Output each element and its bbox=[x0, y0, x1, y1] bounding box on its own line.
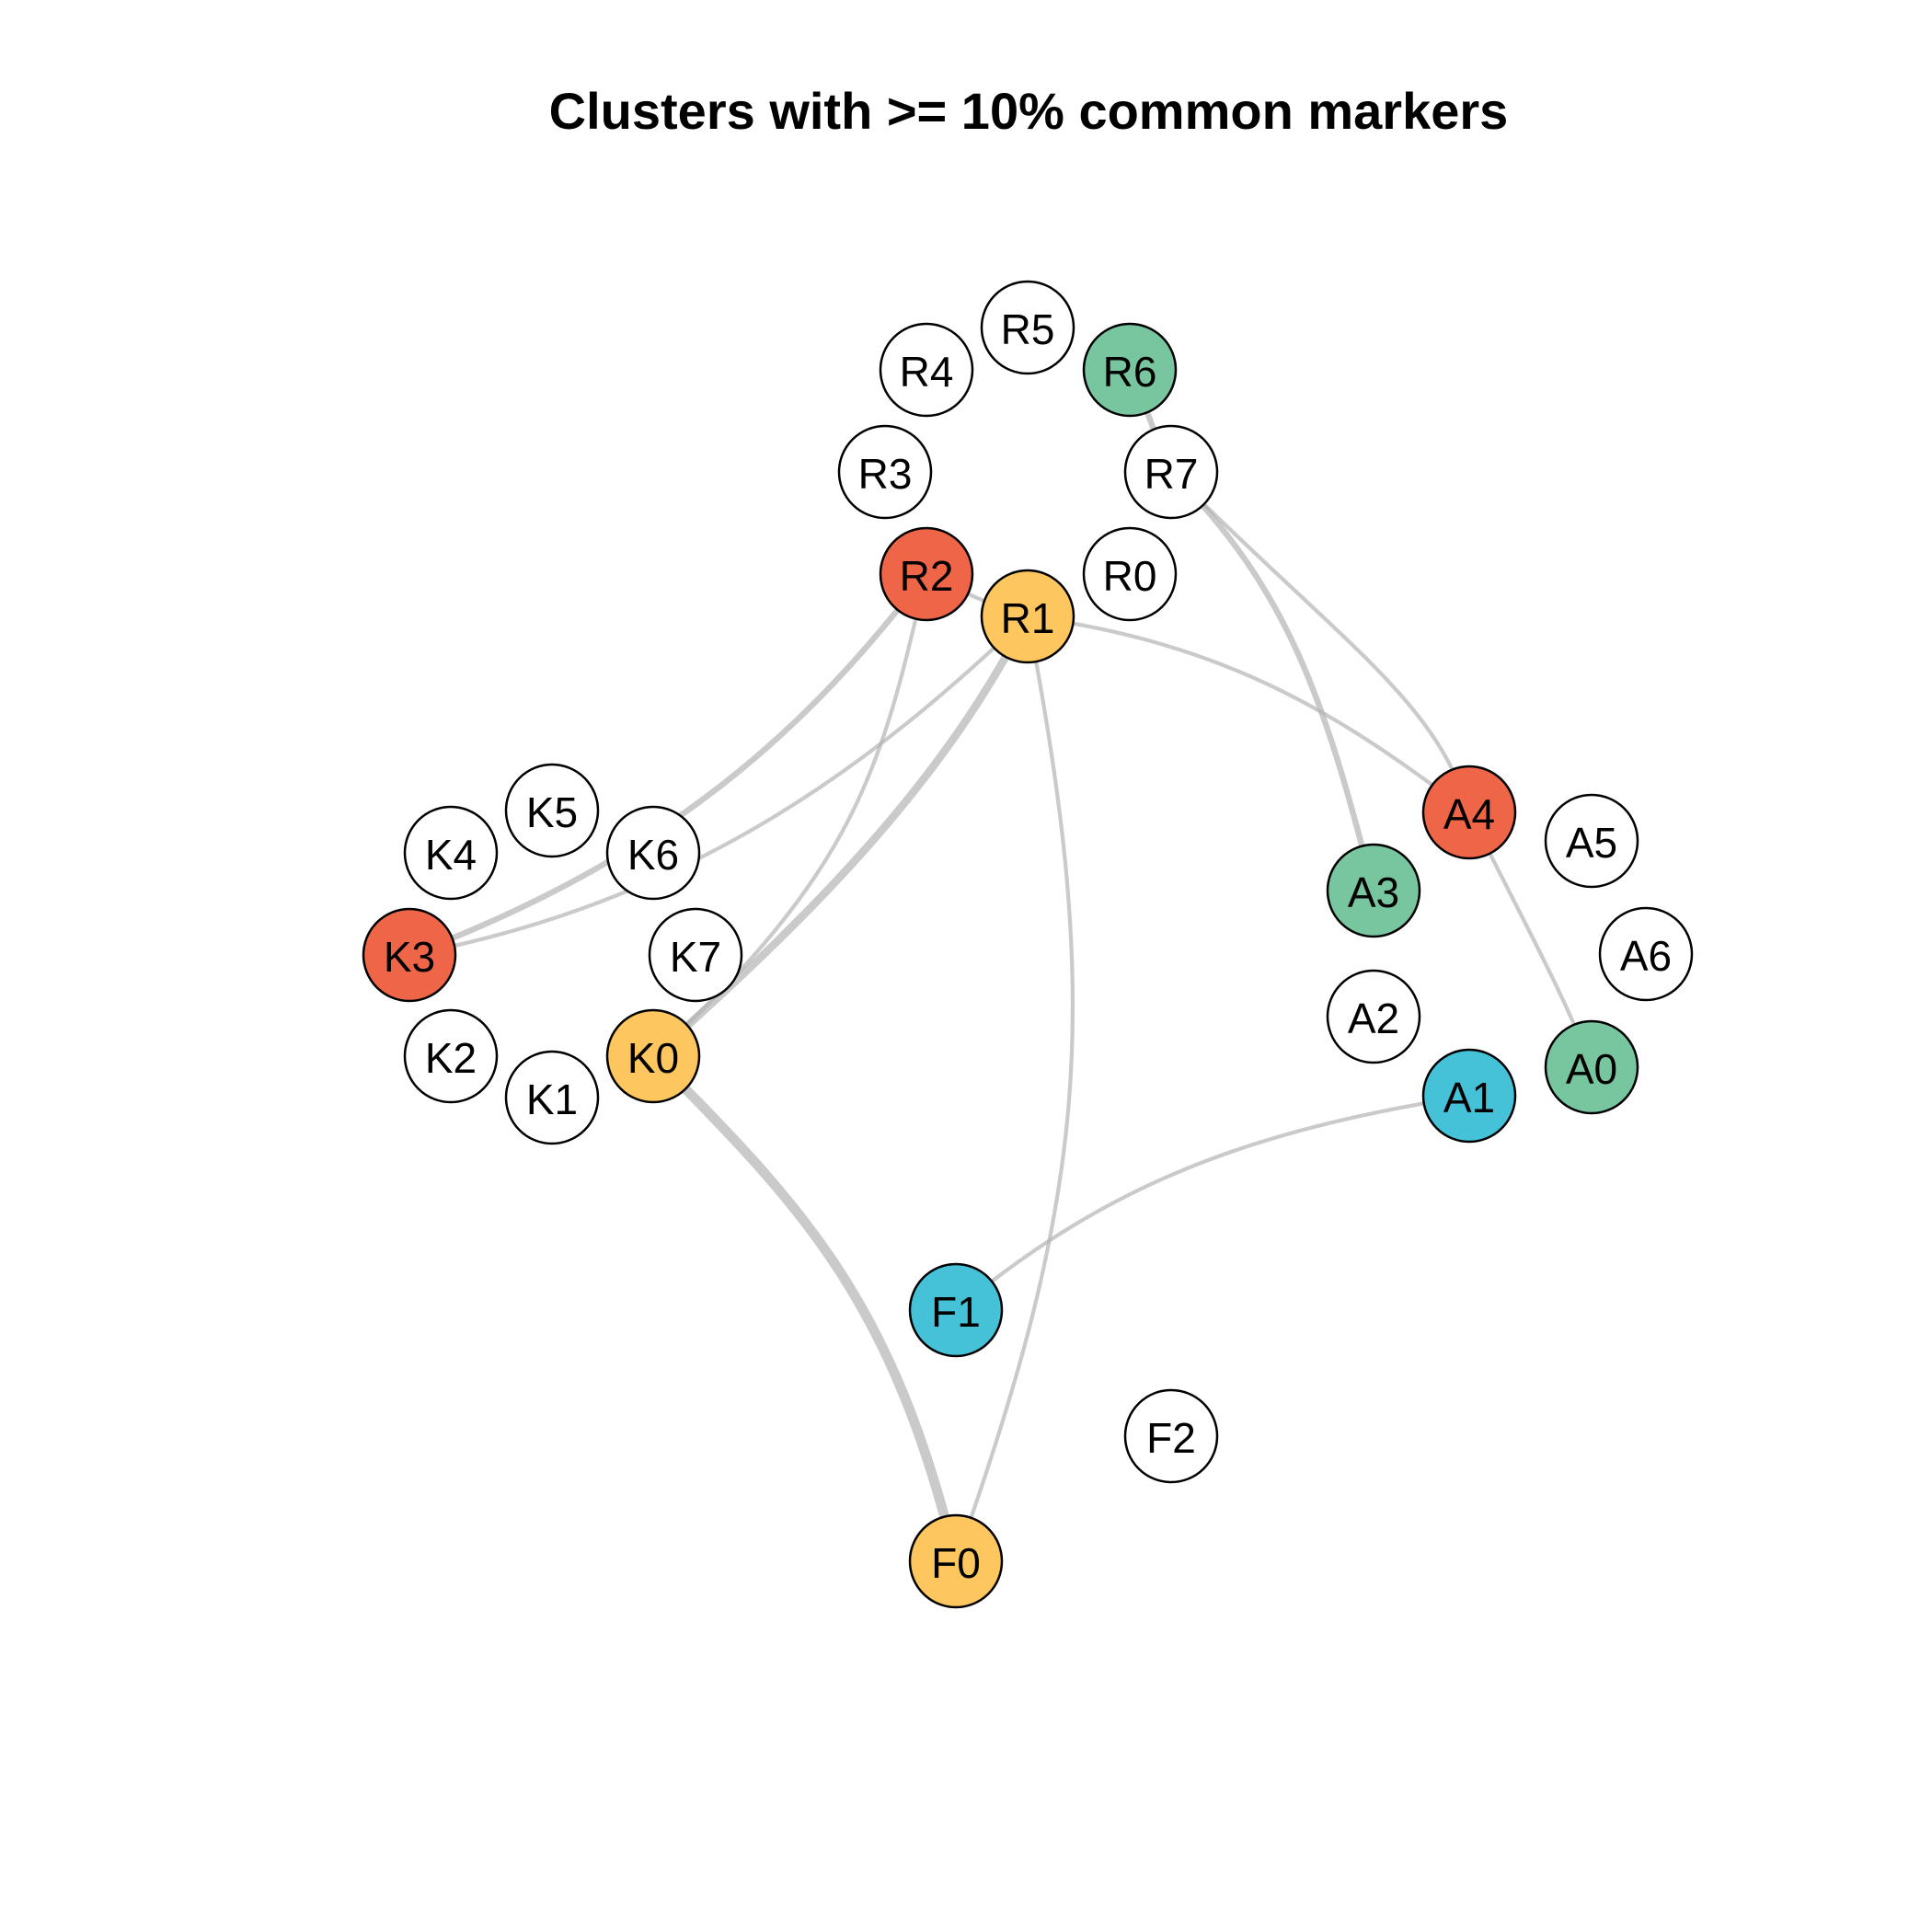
node-r1: R1 bbox=[980, 569, 1075, 664]
node-f0: F0 bbox=[908, 1513, 1004, 1609]
edge-r1-a4 bbox=[1025, 614, 1472, 815]
edge-layer bbox=[406, 366, 1594, 1567]
edge-a1-f1 bbox=[953, 1093, 1472, 1313]
node-circle bbox=[1421, 1048, 1517, 1144]
node-label: R3 bbox=[858, 450, 913, 498]
node-label: F2 bbox=[1146, 1414, 1196, 1462]
node-k2: K2 bbox=[403, 1008, 499, 1104]
node-label: K0 bbox=[627, 1034, 679, 1082]
node-label: A4 bbox=[1443, 790, 1495, 838]
node-label: K7 bbox=[670, 933, 721, 981]
node-circle bbox=[1082, 526, 1178, 622]
node-r2: R2 bbox=[879, 526, 974, 622]
node-circle bbox=[1123, 424, 1219, 520]
node-circle bbox=[648, 907, 743, 1003]
node-a2: A2 bbox=[1326, 969, 1421, 1064]
node-circle bbox=[1421, 765, 1517, 860]
edge-r2-k3 bbox=[406, 570, 930, 959]
node-circle bbox=[605, 1008, 701, 1104]
node-label: A0 bbox=[1566, 1045, 1617, 1093]
node-circle bbox=[1326, 969, 1421, 1064]
node-circle bbox=[908, 1513, 1004, 1609]
node-a4: A4 bbox=[1421, 765, 1517, 860]
node-label: R4 bbox=[900, 348, 954, 396]
node-label: F0 bbox=[931, 1539, 981, 1587]
node-k3: K3 bbox=[362, 907, 457, 1003]
node-circle bbox=[1544, 793, 1639, 889]
node-circle bbox=[879, 526, 974, 622]
node-label: K5 bbox=[526, 788, 578, 836]
node-label: K1 bbox=[526, 1075, 578, 1123]
node-circle bbox=[504, 1050, 600, 1145]
node-label: R5 bbox=[1001, 305, 1055, 353]
node-circle bbox=[980, 569, 1075, 664]
node-r6: R6 bbox=[1082, 322, 1178, 418]
node-circle bbox=[1123, 1388, 1219, 1484]
node-circle bbox=[837, 424, 933, 520]
node-k7: K7 bbox=[648, 907, 743, 1003]
node-r0: R0 bbox=[1082, 526, 1178, 622]
node-k5: K5 bbox=[504, 763, 600, 858]
node-a1: A1 bbox=[1421, 1048, 1517, 1144]
node-circle bbox=[879, 322, 974, 418]
node-r5: R5 bbox=[980, 280, 1075, 375]
node-label: R7 bbox=[1144, 450, 1199, 498]
node-f2: F2 bbox=[1123, 1388, 1219, 1484]
node-circle bbox=[1598, 906, 1694, 1002]
node-circle bbox=[403, 1008, 499, 1104]
node-k1: K1 bbox=[504, 1050, 600, 1145]
node-circle bbox=[1544, 1019, 1639, 1115]
node-k0: K0 bbox=[605, 1008, 701, 1104]
node-label: R6 bbox=[1103, 348, 1157, 396]
node-r7: R7 bbox=[1123, 424, 1219, 520]
diagram-title: Clusters with >= 10% common markers bbox=[548, 82, 1509, 140]
node-a6: A6 bbox=[1598, 906, 1694, 1002]
node-circle bbox=[403, 805, 499, 901]
node-circle bbox=[980, 280, 1075, 375]
node-label: A1 bbox=[1443, 1074, 1495, 1121]
node-label: K6 bbox=[627, 831, 679, 879]
node-label: A5 bbox=[1566, 819, 1617, 867]
node-label: K2 bbox=[425, 1034, 477, 1082]
node-a3: A3 bbox=[1326, 843, 1421, 938]
node-f1: F1 bbox=[908, 1262, 1004, 1358]
node-label: R2 bbox=[900, 552, 954, 600]
node-label: F1 bbox=[931, 1288, 981, 1336]
node-a5: A5 bbox=[1544, 793, 1639, 889]
node-circle bbox=[362, 907, 457, 1003]
edge-r1-f0 bbox=[953, 614, 1075, 1564]
edge-r7-a3 bbox=[1167, 468, 1377, 894]
node-circle bbox=[1082, 322, 1178, 418]
node-label: A6 bbox=[1620, 932, 1672, 980]
node-label: A3 bbox=[1348, 868, 1399, 916]
node-circle bbox=[1326, 843, 1421, 938]
node-k4: K4 bbox=[403, 805, 499, 901]
edge-r7-a4 bbox=[1168, 469, 1472, 815]
node-r3: R3 bbox=[837, 424, 933, 520]
node-r4: R4 bbox=[879, 322, 974, 418]
node-label: R0 bbox=[1103, 552, 1157, 600]
node-circle bbox=[605, 805, 701, 901]
node-label: R1 bbox=[1001, 594, 1055, 642]
node-circle bbox=[504, 763, 600, 858]
node-layer: R0 R1 R2 R3 R4 R5 R6 R7 K0 K1 K2 K3 K4 K5 K6 K7 A0 A1 A2 A3… bbox=[362, 280, 1694, 1609]
node-k6: K6 bbox=[605, 805, 701, 901]
node-label: K4 bbox=[425, 831, 477, 879]
node-circle bbox=[908, 1262, 1004, 1358]
node-a0: A0 bbox=[1544, 1019, 1639, 1115]
edge-r1-k3 bbox=[407, 614, 1030, 958]
node-label: K3 bbox=[384, 933, 435, 981]
edge-k0-f0 bbox=[648, 1051, 961, 1567]
node-label: A2 bbox=[1348, 995, 1399, 1042]
